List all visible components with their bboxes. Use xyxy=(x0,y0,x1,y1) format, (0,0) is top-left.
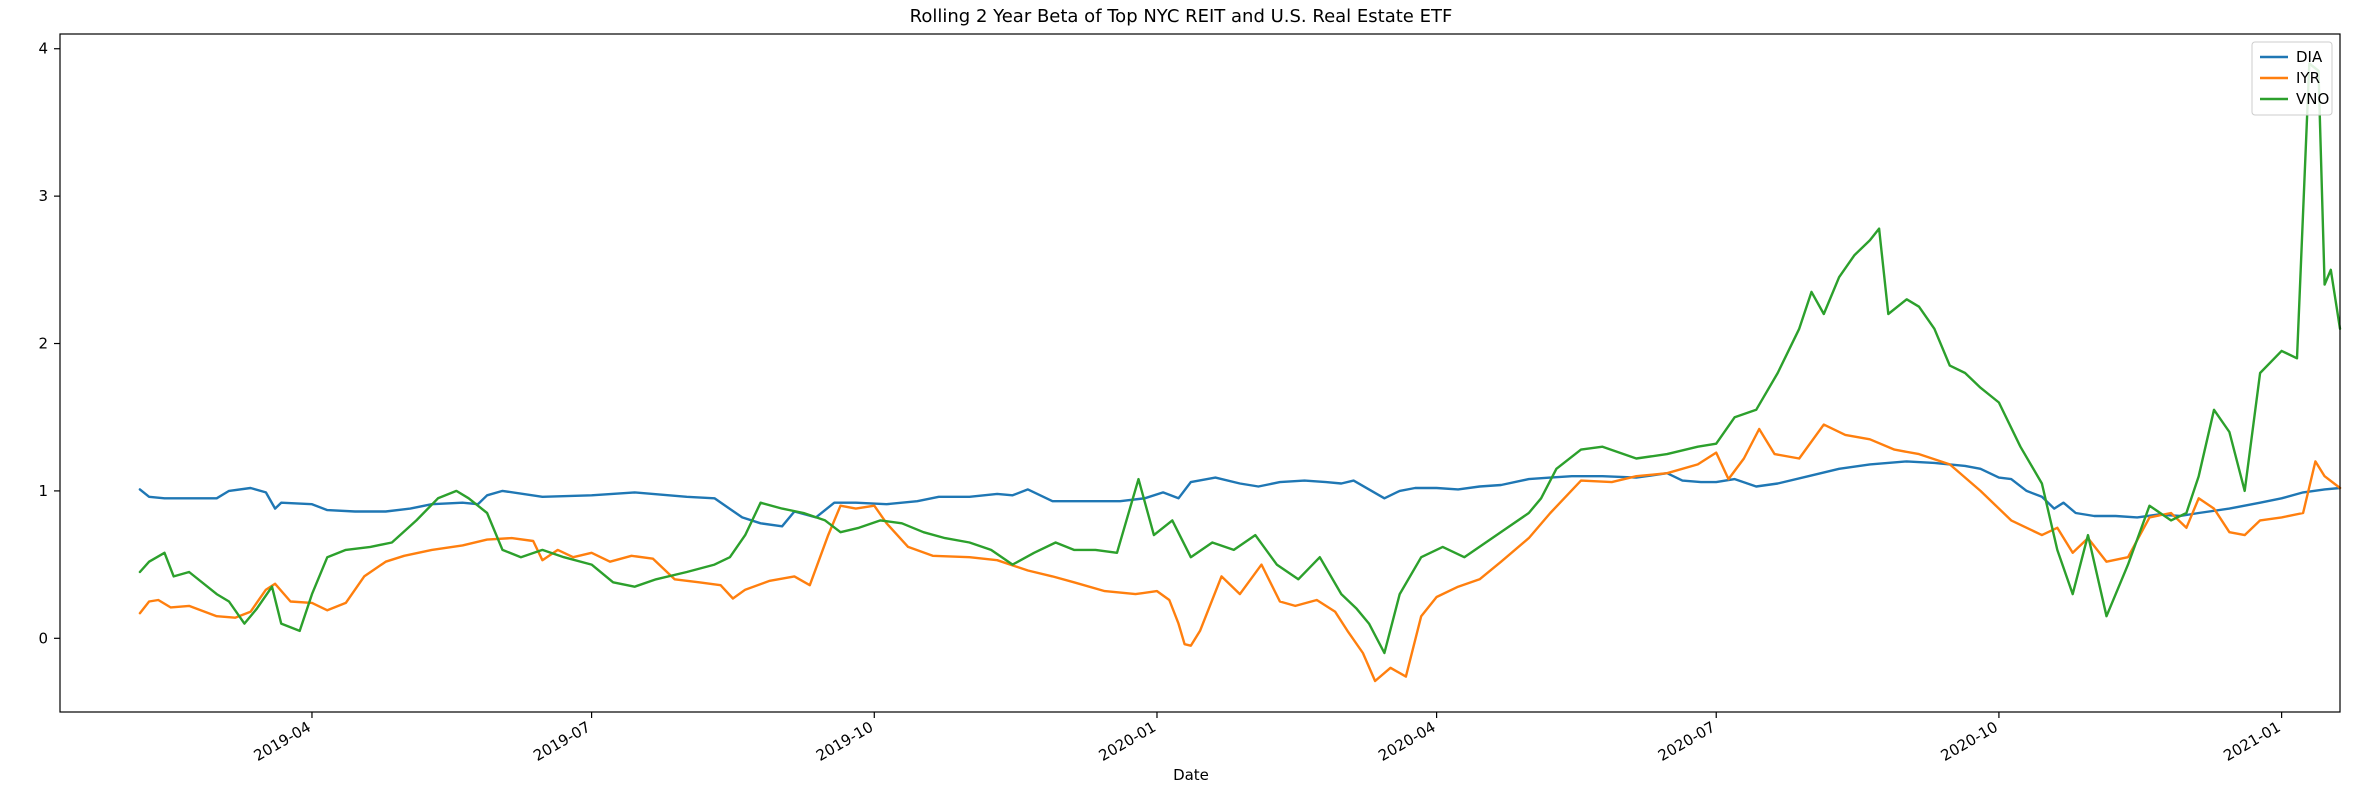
series-line-vno xyxy=(138,62,2342,655)
y-tick-label: 2 xyxy=(38,335,48,353)
y-tick-label: 1 xyxy=(38,482,48,500)
y-tick-label: 0 xyxy=(38,629,48,647)
x-tick-label: 2019-10 xyxy=(813,718,876,765)
x-tick-label: 2020-10 xyxy=(1938,718,2001,765)
x-tick-label: 2020-07 xyxy=(1655,718,1718,765)
x-tick-label: 2020-01 xyxy=(1096,718,1159,765)
x-tick-label: 2020-04 xyxy=(1375,718,1438,765)
legend: DIA IYR VNO xyxy=(2251,41,2333,116)
series-line-dia xyxy=(138,460,2342,528)
x-tick-label: 2019-04 xyxy=(251,718,314,765)
x-axis-title: Date xyxy=(1173,766,1209,784)
y-tick-label: 3 xyxy=(38,187,48,205)
x-tick-label: 2019-07 xyxy=(530,718,593,765)
plot-layer xyxy=(138,62,2342,683)
legend-label-vno: VNO xyxy=(2296,90,2329,108)
legend-box xyxy=(2251,41,2333,116)
legend-label-iyr: IYR xyxy=(2296,69,2320,87)
plot-frame xyxy=(59,33,2341,713)
series-line-iyr xyxy=(138,423,2342,683)
legend-label-dia: DIA xyxy=(2296,48,2323,66)
y-tick-label: 4 xyxy=(38,40,48,58)
chart-title: Rolling 2 Year Beta of Top NYC REIT and … xyxy=(910,6,1453,27)
x-tick-label: 2021-01 xyxy=(2220,718,2283,765)
